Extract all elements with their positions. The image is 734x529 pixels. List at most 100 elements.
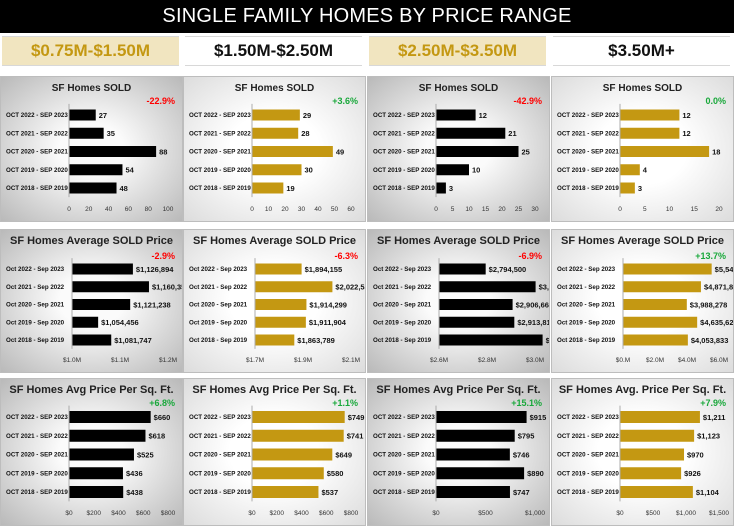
category-label: OCT 2022 - SEP 2023	[189, 112, 251, 119]
x-tick-label: $2.8M	[478, 357, 496, 364]
bar	[252, 429, 344, 442]
bar	[69, 146, 157, 157]
chart-panel: SF Homes Avg Price Per Sq. Ft. +6.8% OCT 2…	[0, 378, 183, 526]
bar	[436, 164, 469, 176]
bar	[620, 182, 635, 194]
bar	[436, 109, 476, 121]
change-percent: -6.3%	[334, 251, 358, 261]
chart-title: SF Homes Average SOLD Price	[10, 235, 173, 247]
bar	[69, 467, 123, 480]
bar	[436, 411, 527, 423]
x-tick-label: 40	[314, 206, 322, 213]
category-label: OCT 2022 - SEP 2023	[373, 414, 435, 421]
data-label: $1,863,789	[297, 336, 335, 345]
category-label: OCT 2019 - SEP 2020	[6, 167, 68, 174]
bar	[72, 281, 149, 293]
x-tick-label: $800	[161, 510, 176, 517]
category-label: Oct 2020 - Sep 2021	[6, 302, 65, 309]
x-tick-label: 10	[265, 206, 273, 213]
data-label: $890	[527, 469, 544, 478]
category-label: OCT 2020 - SEP 2021	[189, 452, 251, 459]
bar-chart: SF Homes Avg Price Per Sq. Ft. +15.1% OCT …	[373, 384, 546, 517]
chart-title: SF Homes Average SOLD Price	[193, 235, 356, 247]
data-label: $741	[347, 432, 364, 441]
category-label: Oct 2022 - Sep 2023	[557, 266, 616, 273]
chart-panel: SF Homes Avg. Price Per Sq. Ft. +7.9% OCT …	[551, 378, 734, 526]
x-tick-label: 20	[498, 206, 506, 213]
change-percent: +1.1%	[332, 398, 358, 408]
data-label: $3,031,667	[546, 336, 549, 345]
bar	[620, 429, 695, 442]
x-tick-label: $0	[432, 510, 440, 517]
data-label: 29	[303, 111, 311, 120]
data-label: $649	[335, 450, 352, 459]
chart-title: SF Homes SOLD	[603, 83, 682, 94]
data-label: $2,913,815	[517, 318, 549, 327]
x-tick-label: 100	[163, 206, 174, 213]
data-label: 18	[712, 147, 720, 156]
category-label: OCT 2018 - SEP 2019	[373, 489, 435, 496]
bar	[436, 448, 510, 461]
category-label: Oct 2020 - Sep 2021	[373, 302, 432, 309]
bar	[255, 281, 333, 293]
x-tick-label: 0	[618, 206, 622, 213]
data-label: 12	[682, 111, 690, 120]
x-tick-label: 10	[465, 206, 473, 213]
data-label: 30	[305, 166, 313, 175]
column-header-3: $2.50M-$3.50M	[369, 36, 546, 66]
x-tick-label: 25	[515, 206, 523, 213]
bar-chart: SF Homes SOLD +3.6% OCT 2022 - SEP 2023 29 O…	[189, 83, 358, 213]
data-label: $537	[321, 488, 338, 497]
change-percent: +6.8%	[149, 398, 175, 408]
bar	[436, 486, 510, 498]
data-label: $1,160,356	[152, 283, 182, 292]
data-label: 28	[301, 129, 309, 138]
data-label: 27	[99, 111, 107, 120]
category-label: OCT 2018 - SEP 2019	[6, 489, 68, 496]
category-label: OCT 2022 - SEP 2023	[557, 112, 619, 119]
x-tick-label: $600	[319, 510, 334, 517]
x-tick-label: 20	[85, 206, 93, 213]
bar	[69, 411, 151, 423]
data-label: 3	[638, 184, 642, 193]
category-label: OCT 2020 - SEP 2021	[373, 452, 435, 459]
x-tick-label: 50	[331, 206, 339, 213]
x-tick-label: $400	[111, 510, 126, 517]
chart-title: SF Homes SOLD	[419, 83, 498, 94]
data-label: 88	[159, 147, 167, 156]
x-tick-label: 0	[434, 206, 438, 213]
data-label: $1,123	[697, 432, 720, 441]
x-tick-label: $0	[65, 510, 73, 517]
bar	[436, 429, 515, 442]
bar	[252, 448, 333, 461]
bar	[255, 263, 302, 275]
category-label: OCT 2018 - SEP 2019	[557, 489, 619, 496]
chart-panel: SF Homes SOLD 0.0% OCT 2022 - SEP 2023 12 OC…	[551, 76, 734, 222]
category-label: OCT 2022 - SEP 2023	[6, 414, 68, 421]
bar	[436, 467, 525, 480]
data-label: 4	[643, 166, 648, 175]
chart-title: SF Homes Average SOLD Price	[561, 235, 724, 247]
data-label: $580	[327, 469, 344, 478]
column-header-2: $1.50M-$2.50M	[185, 36, 362, 66]
category-label: Oct 2022 - Sep 2023	[189, 266, 248, 273]
bar	[620, 448, 685, 461]
data-label: $1,054,456	[101, 318, 139, 327]
bar	[252, 164, 302, 176]
change-percent: -42.9%	[513, 96, 542, 106]
x-tick-label: $1.7M	[246, 357, 264, 364]
chart-title: SF Homes Avg Price Per Sq. Ft.	[192, 384, 356, 396]
data-label: $438	[126, 488, 143, 497]
bar-chart: SF Homes Average SOLD Price -6.9% Oct 2022…	[373, 235, 549, 364]
change-percent: +7.9%	[700, 398, 726, 408]
bar-chart: SF Homes SOLD 0.0% OCT 2022 - SEP 2023 12 OC…	[557, 83, 726, 213]
bar	[436, 146, 519, 157]
bar	[69, 109, 96, 121]
bar	[252, 146, 333, 157]
data-label: $3,988,278	[690, 300, 728, 309]
x-tick-label: 30	[298, 206, 306, 213]
category-label: OCT 2018 - SEP 2019	[6, 185, 68, 192]
bar	[620, 486, 693, 498]
change-percent: -2.9%	[151, 251, 175, 261]
x-tick-label: $0	[616, 510, 624, 517]
